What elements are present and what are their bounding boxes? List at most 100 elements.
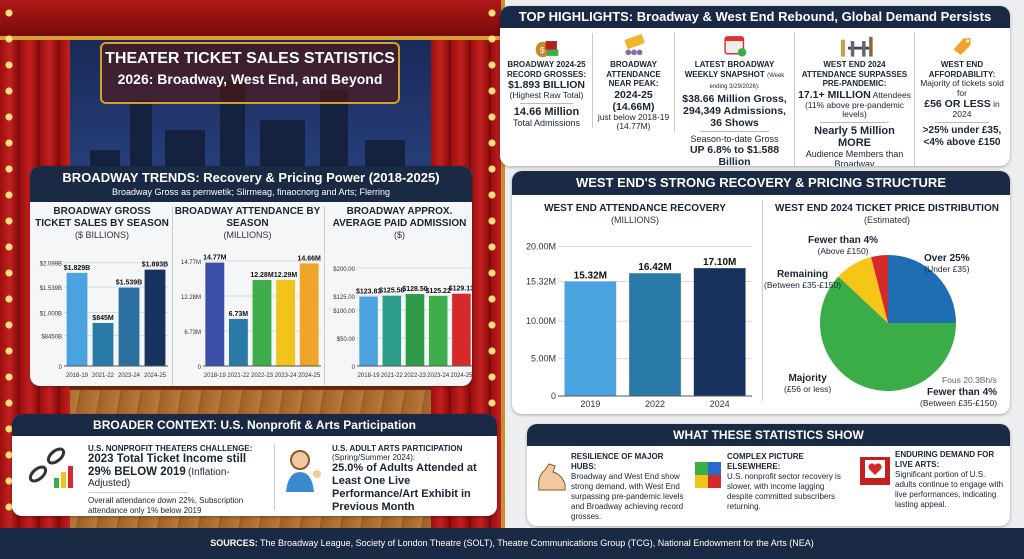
y-tick-label: $1.000B <box>40 312 62 318</box>
highlight-title: LATEST BROADWAY WEEKLY SNAPSHOT <box>684 60 775 79</box>
ticket-price-pie-chart: WEST END 2024 TICKET PRICE DISTRIBUTION … <box>764 203 1010 411</box>
x-tick-label: 2021-22 <box>92 373 115 379</box>
x-tick-label: 2021-22 <box>381 373 404 379</box>
y-tick-label: 15.32M <box>526 276 556 286</box>
admission-chart-title: BROADWAY APPROX. AVERAGE PAID ADMISSION <box>332 206 467 229</box>
highlight-west-end-affordability: WEST END AFFORDABILITY: Majority of tick… <box>915 33 1009 149</box>
data-label: 16.42M <box>638 262 671 273</box>
bar-2018-19 <box>359 296 378 366</box>
pie-slice-remaining <box>838 257 888 323</box>
west-end-attendance-chart: WEST END ATTENDANCE RECOVERY (MILLIONS) … <box>516 203 754 414</box>
data-label: $125.56 <box>379 288 404 295</box>
london-skyline-icon <box>840 36 873 57</box>
x-tick-label: 2024-25 <box>144 373 167 379</box>
highlight-title-small: (Week ending 3/29/2026): <box>709 72 785 91</box>
data-label: $123.83 <box>356 289 381 296</box>
bar-2023-24 <box>276 279 296 366</box>
highlight-note: (Highest Raw Total) <box>509 90 584 100</box>
bar-2018-19 <box>66 272 88 366</box>
y-tick-label: 12.28M <box>181 295 201 301</box>
y-tick-label: 6.73M <box>184 330 201 336</box>
x-tick-label: 2023-24 <box>275 373 298 379</box>
gross-chart: BROADWAY GROSS TICKET SALES BY SEASON ($… <box>34 206 170 385</box>
y-tick-label: 20.00M <box>526 241 556 251</box>
data-label: 12.28M <box>250 272 274 279</box>
highlight-value-suffix: in 2024 <box>952 99 1000 119</box>
sources-text: The Broadway League, Society of London T… <box>260 538 814 548</box>
highlight-note2: Total Admissions <box>512 117 581 128</box>
nonprofit-value2-suffix: (Inflation-Adjusted) <box>88 467 230 489</box>
marquee-lights-right <box>487 0 497 528</box>
svg-text:$: $ <box>539 45 544 55</box>
bar-2021-22 <box>382 295 402 366</box>
title-line1: THEATER TICKET SALES STATISTICS <box>105 50 395 67</box>
y-tick-label: $50.00 <box>337 337 356 343</box>
broadway-header-subtitle: Broadway Gross as pernwetik; Slirmeag, f… <box>111 187 391 197</box>
x-tick-label: 2022-23 <box>404 373 427 379</box>
pie-label-above-150: Fewer than 4% (Above £150) <box>808 235 879 257</box>
highlight-weekly-snapshot: LATEST BROADWAY WEEKLY SNAPSHOT (Week en… <box>675 33 795 166</box>
highlight-broadway-attendance: BROADWAY ATTENDANCE NEAR PEAK: 2024-25 (… <box>593 33 675 132</box>
bar-2022 <box>629 273 681 396</box>
money-bag-icon: $ <box>535 41 558 58</box>
data-label: 17.10M <box>703 257 736 268</box>
bar-2024-25 <box>452 293 471 366</box>
show-item-complex-picture: COMPLEX PICTURE ELSEWHERE: U.S. nonprofit… <box>727 452 841 511</box>
highlight-value2: 14.66 Million <box>513 105 580 118</box>
broken-chain-chart-icon <box>28 447 73 488</box>
highlight-title: BROADWAY ATTENDANCE NEAR PEAK: <box>606 60 661 88</box>
pie-label-extra: Fous 20.3Bh/s <box>942 375 997 385</box>
context-header: BROADER CONTEXT: U.S. Nonprofit & Arts P… <box>12 414 497 436</box>
x-tick-label: 2023-24 <box>427 373 450 379</box>
highlight-broadway-grosses: $ BROADWAY 2024-25 RECORD GROSSES: $1.89… <box>501 33 593 128</box>
bar-2018-19 <box>205 262 225 366</box>
highlight-note: Majority of tickets sold for <box>920 78 1004 98</box>
highlight-value: £56 OR LESS <box>924 98 991 110</box>
x-tick-label: 2019 <box>580 399 600 409</box>
x-tick-label: 2024 <box>710 399 730 409</box>
adult-arts-participation: U.S. ADULT ARTS PARTICIPATION (Spring/Su… <box>332 444 497 514</box>
highlight-west-end-attendance: WEST END 2024 ATTENDANCE SURPASSES PRE-P… <box>795 33 915 166</box>
nonprofit-challenge: U.S. NONPROFIT THEATERS CHALLENGE: 2023 … <box>88 444 268 516</box>
west-end-chart-title: WEST END ATTENDANCE RECOVERY <box>544 203 726 214</box>
sources-label: SOURCES: <box>210 538 258 548</box>
y-tick-label: 14.77M <box>181 260 201 266</box>
bar-2023-24 <box>428 295 448 366</box>
gross-chart-svg: 0 $8450B $1.000B $1.539B $2.099B$1.829B 2018-… <box>40 262 169 379</box>
pie-slice-majority <box>820 276 956 391</box>
data-label: $845M <box>92 315 114 322</box>
highlight-value2: Nearly 5 Million MORE <box>814 124 895 149</box>
highlights-header: TOP HIGHLIGHTS: Broadway & West End Rebo… <box>500 6 1010 28</box>
data-label: $1.539B <box>116 280 142 287</box>
applauding-person-icon <box>286 450 321 492</box>
bar-2021-22 <box>228 318 248 366</box>
pie-label-majority: Majority (£56 or less) <box>784 373 832 395</box>
west-end-chart-subtitle: (MILLIONS) <box>610 215 659 225</box>
pie-label-over-25: Over 25% (Under £35) <box>924 253 970 275</box>
nonprofit-value1: 2023 Total Ticket Income still <box>88 453 247 465</box>
x-tick-label: 2024-25 <box>298 373 321 379</box>
bar-2019 <box>564 281 617 396</box>
data-label: 14.77M <box>203 255 227 262</box>
broader-context-panel: BROADER CONTEXT: U.S. Nonprofit & Arts P… <box>12 414 497 516</box>
participation-value: 25.0% of Adults Attended at Least One Li… <box>332 462 477 513</box>
highlight-note: (11% above pre-pandemic levels) <box>804 99 905 119</box>
x-tick-label: 2021-22 <box>227 373 250 379</box>
highlight-note: just below 2018-19 (14.77M) <box>597 111 670 131</box>
marquee-lights-left <box>4 0 14 528</box>
show-item-resilience: RESILIENCE OF MAJOR HUBS: Broadway and We… <box>571 452 684 521</box>
top-highlights-panel: TOP HIGHLIGHTS: Broadway & West End Rebo… <box>500 6 1010 166</box>
y-tick-label: $200.00 <box>333 267 355 273</box>
y-tick-label: 0 <box>198 365 202 371</box>
data-label: 14.66M <box>298 255 322 262</box>
broadway-header-title: BROADWAY TRENDS: Recovery & Pricing Powe… <box>62 170 440 185</box>
bar-2022-23 <box>405 294 425 366</box>
pie-chart-subtitle: (Estimated) <box>863 215 910 225</box>
x-tick-label: 2018-19 <box>358 373 381 379</box>
nonprofit-title: U.S. NONPROFIT THEATERS CHALLENGE: <box>88 444 253 453</box>
y-tick-label: $125.00 <box>333 295 355 301</box>
theater-heart-icon <box>860 457 890 485</box>
pie-chart-title: WEST END 2024 TICKET PRICE DISTRIBUTION <box>775 203 999 214</box>
x-tick-label: 2018-19 <box>66 373 89 379</box>
highlight-value2: UP 6.8% to $1.588 Billion <box>689 143 780 167</box>
